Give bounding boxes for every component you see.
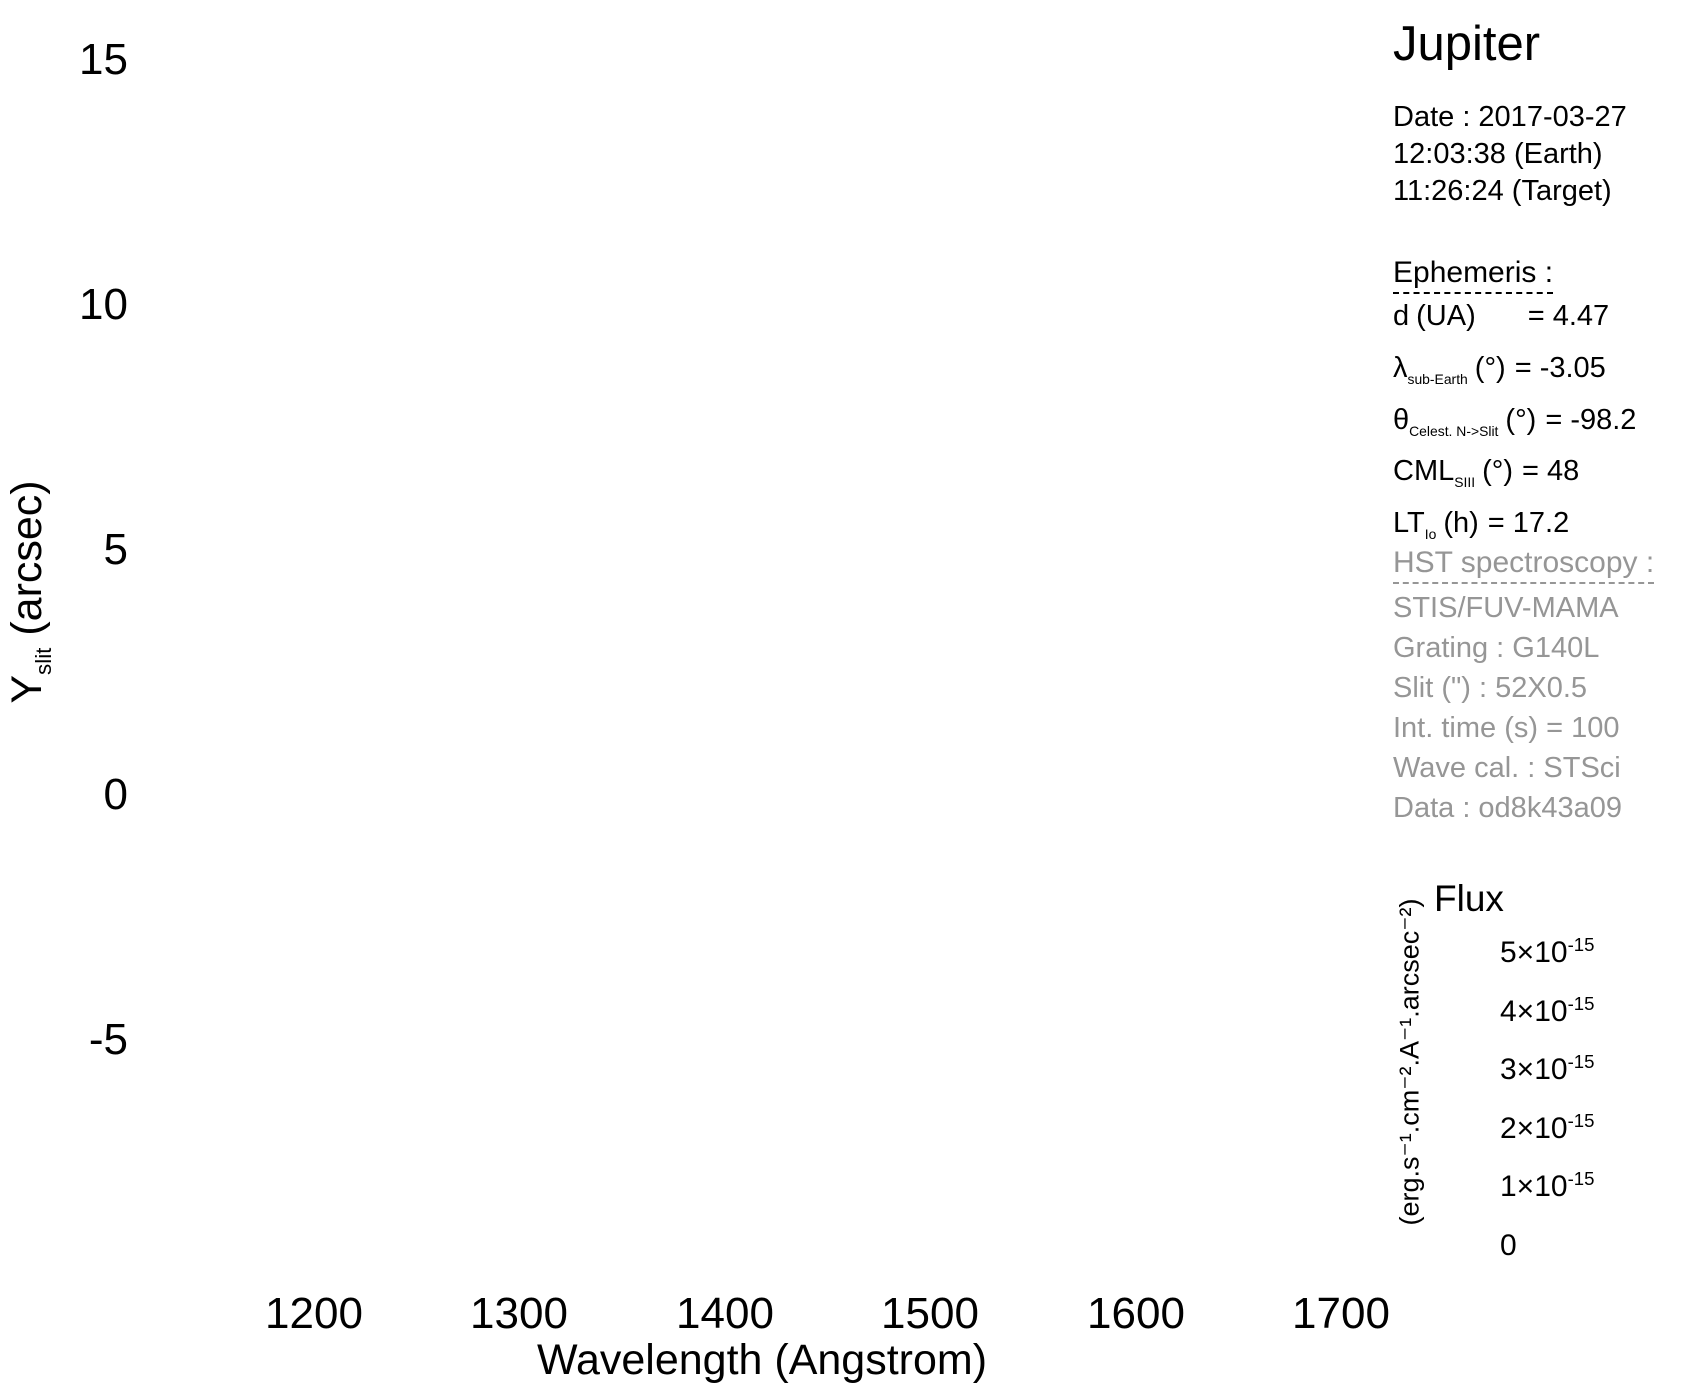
eph-value: = 4.47: [1527, 300, 1610, 332]
eph-unit: (°): [1482, 455, 1514, 488]
eph-unit: (h): [1443, 507, 1479, 540]
colorbar-title: Flux: [1434, 878, 1504, 919]
cb-base: 2×10: [1500, 1112, 1568, 1145]
cb-exp: -15: [1567, 1051, 1595, 1072]
hst-row-wave-cal: Wave cal. : STSci: [1393, 752, 1621, 784]
obs-time-target: 11:26:24 (Target): [1393, 175, 1612, 207]
hst-row-int-time: Int. time (s) = 100: [1393, 712, 1620, 744]
colorbar-tick-label: 5×10-15: [1500, 928, 1594, 970]
hst-row-slit: Slit (") : 52X0.5: [1393, 672, 1588, 704]
hst-row-grating: Grating : G140L: [1393, 632, 1600, 664]
x-tick-label: 1400: [676, 1289, 774, 1338]
colorbar-tick-label: 4×10-15: [1500, 987, 1594, 1029]
colorbar-units-label: (erg.s⁻¹.cm⁻².A⁻¹.arcsec⁻²): [1394, 898, 1425, 1226]
hst-spectroscopy-table: STIS/FUV-MAMA Grating : G140L Slit (") :…: [1393, 588, 1622, 828]
y-tick-label: 0: [103, 770, 128, 819]
y-axis-title: Yslit (arcsec): [3, 480, 57, 703]
cb-exp: -15: [1567, 1168, 1595, 1189]
cb-base: 3×10: [1500, 1053, 1568, 1086]
obs-date: Date : 2017-03-27: [1393, 101, 1627, 133]
colorbar-tick-label: 3×10-15: [1500, 1045, 1594, 1087]
eph-value: = -3.05: [1514, 351, 1606, 384]
eph-symbol-sub: Io: [1424, 525, 1437, 542]
eph-symbol: CML: [1393, 455, 1455, 488]
ephemeris-table: d (UA) = 4.47 λsub-Earth (°) = -3.05 θCelest…: [1393, 296, 1636, 555]
colorbar-tick-label: 0: [1500, 1221, 1517, 1263]
cb-exp: -15: [1567, 993, 1595, 1014]
y-axis-title-main: Y: [3, 674, 52, 704]
hst-row-dataset: Data : od8k43a09: [1393, 792, 1622, 824]
cb-base: 1×10: [1500, 1170, 1568, 1203]
observation-datetime: Date : 2017-03-27 12:03:38 (Earth) 11:26…: [1393, 99, 1627, 210]
ephemeris-heading: Ephemeris :: [1393, 256, 1554, 294]
eph-symbol: λ: [1393, 351, 1408, 384]
y-tick-label: 5: [103, 525, 128, 574]
y-tick-label: 15: [79, 35, 128, 84]
eph-symbol-sub: SIII: [1454, 474, 1476, 491]
y-axis-title-sub: slit: [30, 647, 56, 675]
obs-time-earth: 12:03:38 (Earth): [1393, 138, 1603, 170]
cb-exp: -15: [1567, 934, 1595, 955]
eph-unit: (UA): [1416, 300, 1476, 332]
x-tick-label: 1700: [1292, 1289, 1390, 1338]
eph-unit: (°): [1474, 351, 1506, 384]
eph-symbol-sub: sub-Earth: [1407, 370, 1468, 387]
cb-base: 5×10: [1500, 936, 1568, 969]
y-tick-label: -5: [88, 1015, 128, 1064]
ephemeris-row-sub-earth-latitude: λsub-Earth (°) = -3.05: [1393, 348, 1636, 400]
x-tick-label: 1300: [470, 1289, 568, 1338]
y-tick-label: 10: [79, 280, 128, 329]
ephemeris-row-cml: CMLSIII (°) = 48: [1393, 451, 1636, 503]
eph-symbol: LT: [1393, 507, 1425, 540]
cb-exp: -15: [1567, 1110, 1595, 1131]
ephemeris-row-local-time: LTIo (h) = 17.2: [1393, 503, 1636, 555]
cb-base: 4×10: [1500, 995, 1568, 1028]
hst-row-instrument: STIS/FUV-MAMA: [1393, 592, 1619, 624]
hst-spectroscopy-heading: HST spectroscopy :: [1393, 546, 1655, 584]
eph-value: = 48: [1522, 455, 1580, 488]
eph-value: = -98.2: [1545, 403, 1637, 436]
x-axis-title: Wavelength (Angstrom): [536, 1336, 988, 1384]
eph-symbol: θ: [1393, 403, 1410, 436]
target-title: Jupiter: [1393, 17, 1541, 71]
x-tick-label: 1200: [265, 1289, 363, 1338]
eph-symbol-sub: Celest. N->Slit: [1409, 422, 1499, 439]
ephemeris-row-north-slit-angle: θCelest. N->Slit (°) = -98.2: [1393, 400, 1636, 452]
colorbar-tick-label: 1×10-15: [1500, 1162, 1594, 1204]
eph-value: = 17.2: [1487, 507, 1570, 540]
eph-symbol: d: [1393, 300, 1410, 332]
x-tick-label: 1500: [881, 1289, 979, 1338]
colorbar-tick-label: 2×10-15: [1500, 1104, 1594, 1146]
x-tick-label: 1600: [1087, 1289, 1185, 1338]
eph-unit: (°): [1505, 403, 1537, 436]
cb-base: 0: [1500, 1229, 1517, 1262]
ephemeris-row-distance: d (UA) = 4.47: [1393, 296, 1636, 348]
